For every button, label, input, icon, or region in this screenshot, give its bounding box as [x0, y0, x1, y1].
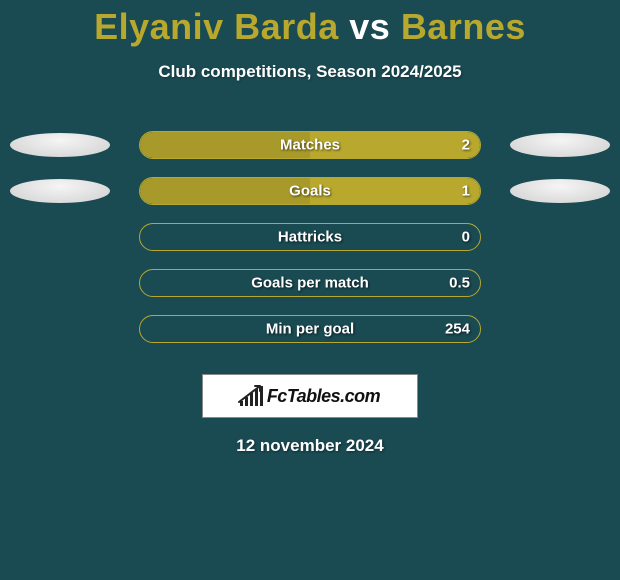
stat-value-right: 254	[445, 321, 470, 338]
stat-label: Hattricks	[278, 229, 342, 246]
player1-portrait-icon	[10, 133, 110, 157]
logo-inner: FcTables.com	[240, 386, 380, 407]
stats-area: Matches 2 Goals 1 Hattricks 0 Goals per match 0…	[0, 122, 620, 352]
stat-label: Min per goal	[266, 321, 354, 338]
stat-row: Matches 2	[0, 122, 620, 168]
stat-bar-track: Goals per match 0.5	[139, 269, 481, 297]
stat-value-right: 0	[462, 229, 470, 246]
player2-name: Barnes	[401, 6, 526, 47]
stat-row: Goals 1	[0, 168, 620, 214]
stat-label: Goals	[289, 183, 331, 200]
stat-row: Hattricks 0	[0, 214, 620, 260]
stat-value-right: 0.5	[449, 275, 470, 292]
stat-bar-track: Hattricks 0	[139, 223, 481, 251]
player2-portrait-icon	[510, 133, 610, 157]
stat-bar-track: Matches 2	[139, 131, 481, 159]
stat-row: Min per goal 254	[0, 306, 620, 352]
subtitle: Club competitions, Season 2024/2025	[0, 62, 620, 82]
stat-bar-fill-right	[310, 178, 480, 204]
stat-row: Goals per match 0.5	[0, 260, 620, 306]
stat-bar-track: Goals 1	[139, 177, 481, 205]
stat-value-right: 2	[462, 137, 470, 154]
logo-bars-icon	[240, 386, 263, 406]
stat-value-right: 1	[462, 183, 470, 200]
stat-bar-track: Min per goal 254	[139, 315, 481, 343]
player2-portrait-icon	[510, 179, 610, 203]
date-text: 12 november 2024	[0, 436, 620, 456]
player1-portrait-icon	[10, 179, 110, 203]
logo-text: FcTables.com	[267, 386, 380, 407]
stat-label: Matches	[280, 137, 340, 154]
player1-name: Elyaniv Barda	[94, 6, 339, 47]
comparison-title: Elyaniv Barda vs Barnes	[0, 0, 620, 48]
logo-box[interactable]: FcTables.com	[202, 374, 418, 418]
stat-bar-fill-left	[140, 178, 310, 204]
vs-separator: vs	[349, 6, 390, 47]
stat-label: Goals per match	[251, 275, 369, 292]
